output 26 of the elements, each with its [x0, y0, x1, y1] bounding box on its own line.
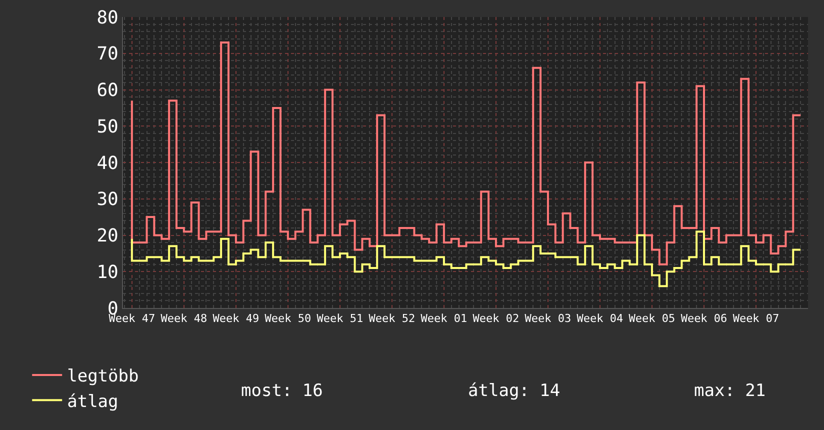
x-tick-label: Week 04 — [576, 312, 624, 326]
y-tick-label: 60 — [96, 80, 118, 102]
x-tick-label: Week 49 — [212, 312, 260, 326]
y-tick-label: 70 — [96, 44, 118, 65]
y-tick-label: 40 — [96, 152, 118, 174]
x-tick-label: Week 50 — [264, 312, 312, 326]
x-tick-label: Week 06 — [680, 312, 728, 326]
x-tick-label: Week 52 — [368, 312, 416, 326]
x-tick-label: Week 07 — [732, 312, 780, 326]
x-tick-label: Week 51 — [316, 312, 364, 326]
x-tick-label: Week 03 — [524, 312, 572, 326]
y-tick-label: 10 — [96, 262, 118, 283]
text: max: 21 — [694, 381, 766, 401]
y-tick-label: 50 — [96, 116, 118, 138]
text: átlag: 14 — [468, 381, 560, 401]
legend-label: legtöbb — [67, 366, 139, 387]
y-tick-label: 80 — [96, 7, 118, 28]
x-tick-label: Week 05 — [628, 312, 676, 326]
y-tick-label: 30 — [96, 189, 118, 210]
x-tick-label: Week 47 — [108, 312, 156, 326]
x-tick-label: Week 01 — [420, 312, 468, 326]
y-tick-label: 20 — [96, 226, 118, 247]
legend-label: átlag — [67, 392, 118, 412]
x-tick-label: Week 48 — [160, 312, 208, 326]
x-tick-label: Week 02 — [472, 312, 520, 326]
text: most: 16 — [241, 381, 323, 401]
